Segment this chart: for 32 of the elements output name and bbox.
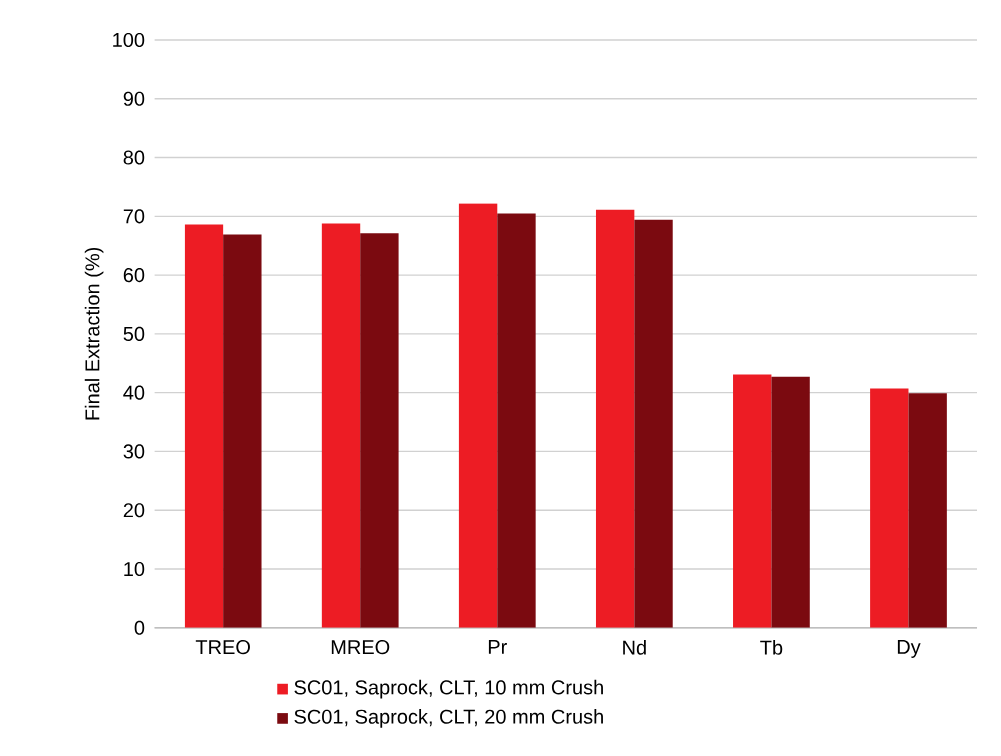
y-tick-label: 0 xyxy=(134,620,145,635)
y-axis-title: Final Extraction (%) xyxy=(84,248,104,420)
y-tick-label: 60 xyxy=(123,268,145,283)
bar xyxy=(360,233,399,628)
y-tick-label: 20 xyxy=(123,503,145,518)
bar xyxy=(595,209,635,628)
y-tick-label: 80 xyxy=(123,150,145,165)
bar xyxy=(733,374,772,628)
y-tick-label: 50 xyxy=(123,326,145,342)
bar xyxy=(771,376,810,628)
bar xyxy=(184,224,224,628)
legend-label: SC01, Saprock, CLT, 20 mm Crush xyxy=(294,709,603,728)
bar xyxy=(908,393,947,628)
y-tick-label: 10 xyxy=(124,562,145,577)
legend-label: SC01, Saprock, CLT, 10 mm Crush xyxy=(294,679,603,699)
bar xyxy=(458,203,498,628)
bar xyxy=(321,223,361,628)
x-tick-label: Pr xyxy=(488,640,507,654)
bar xyxy=(634,219,673,628)
bar xyxy=(223,234,262,628)
x-tick-label: Nd xyxy=(623,640,646,655)
x-tick-label: MREO xyxy=(331,640,390,655)
bar xyxy=(497,213,536,628)
y-tick-label: 30 xyxy=(123,444,145,459)
y-tick-label: 100 xyxy=(113,33,145,48)
x-tick-label: Dy xyxy=(897,640,921,659)
x-tick-label: Tb xyxy=(760,640,783,655)
x-tick-label: TREO xyxy=(195,640,250,655)
y-tick-label: 40 xyxy=(123,385,145,400)
y-tick-label: 70 xyxy=(123,209,145,224)
bar xyxy=(870,388,909,628)
y-tick-label: 90 xyxy=(123,91,145,106)
